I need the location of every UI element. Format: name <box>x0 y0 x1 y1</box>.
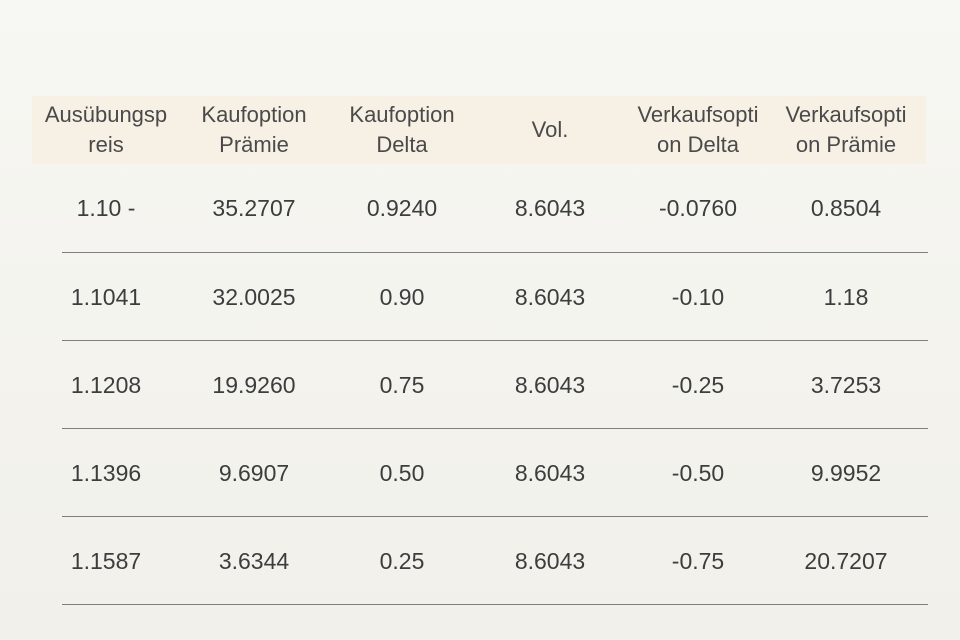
strike-cell: 1.10 - <box>76 195 136 221</box>
strike-cell: 1.1396 <box>70 459 142 486</box>
header-strike: Ausübungsp reis <box>44 102 168 157</box>
call-premium-cell: 9.6907 <box>218 459 290 486</box>
volatility-cell: 8.6043 <box>514 547 586 574</box>
volatility-cell: 8.6043 <box>514 195 586 221</box>
option-chain-table: Ausübungsp reis Kaufoption Prämie Kaufop… <box>32 96 928 605</box>
header-put-premium: Verkaufsopti on Prämie <box>785 102 907 157</box>
header-volatility: Vol. <box>531 117 569 142</box>
call-delta-cell: 0.25 <box>379 547 425 574</box>
table-row[interactable]: 1.1041 32.0025 0.90 8.6043 -0.10 1.18 <box>32 253 928 341</box>
call-premium-cell: 32.0025 <box>212 283 296 310</box>
table-row[interactable]: 1.1208 19.9260 0.75 8.6043 -0.25 3.7253 <box>32 341 928 429</box>
put-premium-cell: 0.8504 <box>810 195 882 221</box>
put-delta-cell: -0.0760 <box>658 195 737 221</box>
call-delta-cell: 0.9240 <box>366 195 438 221</box>
put-delta-cell: -0.25 <box>671 371 725 398</box>
volatility-cell: 8.6043 <box>514 283 586 310</box>
strike-cell: 1.1041 <box>70 283 142 310</box>
put-delta-cell: -0.50 <box>671 459 725 486</box>
put-premium-cell: 1.18 <box>823 283 869 310</box>
put-delta-cell: -0.10 <box>671 283 725 310</box>
put-premium-cell: 3.7253 <box>810 371 882 398</box>
put-premium-cell: 20.7207 <box>804 547 888 574</box>
strike-cell: 1.1587 <box>70 547 142 574</box>
call-delta-cell: 0.75 <box>379 371 425 398</box>
header-call-delta: Kaufoption Delta <box>349 102 455 157</box>
volatility-cell: 8.6043 <box>514 459 586 486</box>
table-header: Ausübungsp reis Kaufoption Prämie Kaufop… <box>32 96 928 164</box>
put-premium-cell: 9.9952 <box>810 459 882 486</box>
call-delta-cell: 0.90 <box>379 283 425 310</box>
put-delta-cell: -0.75 <box>671 547 725 574</box>
volatility-cell: 8.6043 <box>514 371 586 398</box>
table-row[interactable]: 1.1587 3.6344 0.25 8.6043 -0.75 20.7207 <box>32 517 928 605</box>
strike-cell: 1.1208 <box>70 371 142 398</box>
call-premium-cell: 35.2707 <box>212 195 296 221</box>
header-put-delta: Verkaufsopti on Delta <box>637 102 759 157</box>
table-row[interactable]: 1.10 - 35.2707 0.9240 8.6043 -0.0760 0.8… <box>32 164 928 253</box>
table-row[interactable]: 1.1396 9.6907 0.50 8.6043 -0.50 9.9952 <box>32 429 928 517</box>
call-delta-cell: 0.50 <box>379 459 425 486</box>
call-premium-cell: 19.9260 <box>212 371 296 398</box>
header-call-premium: Kaufoption Prämie <box>201 102 307 157</box>
call-premium-cell: 3.6344 <box>218 547 290 574</box>
